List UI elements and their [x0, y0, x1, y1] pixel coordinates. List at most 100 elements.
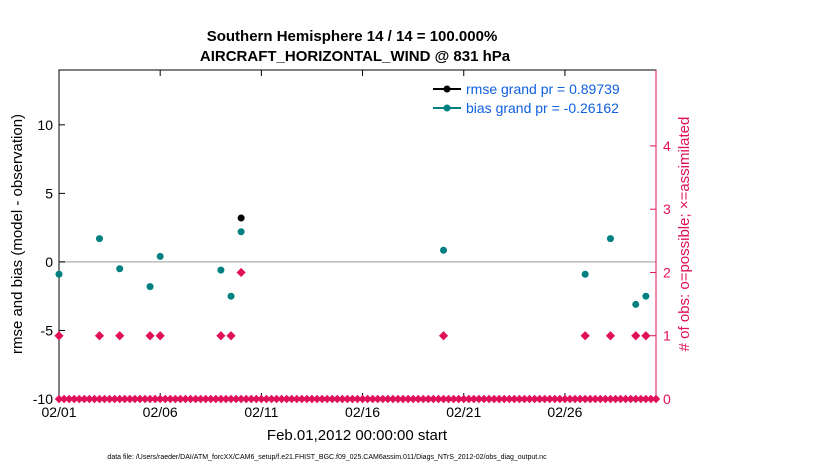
obs-count-zero-point — [145, 394, 155, 404]
obs-count-zero-point — [100, 394, 109, 404]
obs-count-zero-point — [59, 394, 69, 404]
obs-count-zero-point — [161, 394, 170, 404]
obs-count-zero-point — [580, 394, 590, 404]
obs-count-zero-point — [626, 394, 635, 404]
obs-count-zero-point — [520, 394, 529, 404]
obs-count-point — [580, 331, 590, 341]
bias-point — [440, 246, 448, 254]
obs-count-zero-point — [247, 394, 256, 404]
obs-count-zero-point — [500, 394, 509, 404]
obs-count-zero-point — [398, 394, 408, 404]
x-axis: 02/01 02/06 02/11 02/16 02/21 02/26 — [41, 70, 583, 420]
obs-count-zero-point — [262, 394, 271, 404]
obs-count-zero-point — [429, 394, 438, 404]
obs-count-zero-point — [550, 394, 560, 404]
bias-point — [116, 265, 124, 273]
obs-count-zero-point — [272, 394, 281, 404]
right-tick-label: 0 — [663, 391, 671, 407]
obs-count-point — [115, 331, 125, 341]
right-tick-label: 4 — [663, 138, 671, 154]
obs-count-zero-point — [201, 394, 210, 404]
chart-title-line2: AIRCRAFT_HORIZONTAL_WIND @ 831 hPa — [200, 48, 511, 65]
obs-count-zero-point — [464, 394, 474, 404]
obs-count-zero-point — [631, 394, 640, 404]
bias-point — [156, 252, 164, 260]
legend-bias-marker — [443, 104, 451, 112]
obs-count-zero-point — [130, 394, 140, 404]
obs-count-zero-point — [469, 394, 479, 404]
obs-count-zero-point — [646, 394, 656, 404]
obs-count-zero-point — [267, 394, 276, 404]
bias-point — [227, 292, 235, 300]
obs-count-zero-point — [110, 394, 119, 404]
obs-count-zero-point — [312, 394, 322, 404]
obs-count-zero-point — [641, 394, 651, 404]
obs-count-zero-point — [317, 394, 327, 404]
obs-count-zero-point — [363, 394, 372, 404]
obs-count-zero-point — [505, 394, 514, 404]
obs-count-zero-point — [408, 394, 418, 404]
obs-count-zero-point — [459, 394, 468, 404]
x-tick-label: 02/06 — [143, 404, 178, 420]
bias-point — [606, 235, 614, 243]
obs-count-zero-point — [236, 394, 246, 404]
x-tick-label: 02/16 — [345, 404, 380, 420]
data-file-footnote: data file: /Users/raeder/DAI/ATM_forcXX/… — [107, 454, 547, 461]
bias-point — [146, 283, 154, 291]
bias-point — [237, 228, 245, 236]
x-tick-label: 02/26 — [547, 404, 582, 420]
chart-title-line1: Southern Hemisphere 14 / 14 = 100.000% — [207, 28, 498, 45]
right-tick-label: 1 — [663, 328, 671, 344]
obs-count-zero-point — [525, 394, 534, 404]
obs-count-zero-point — [575, 394, 585, 404]
obs-count-zero-point — [510, 394, 519, 404]
obs-count-zero-point — [85, 394, 94, 404]
obs-count-zero-point — [125, 394, 135, 404]
obs-count-zero-point — [424, 394, 433, 404]
bias-point — [642, 292, 650, 300]
obs-count-zero-point — [328, 394, 337, 404]
obs-count-zero-point — [54, 394, 64, 404]
obs-count-point — [216, 331, 226, 341]
left-tick-label: 5 — [45, 185, 53, 201]
obs-count-zero-point — [621, 394, 630, 404]
obs-count-zero-point — [368, 394, 377, 404]
right-tick-label: 2 — [663, 264, 671, 280]
obs-count-zero-point — [211, 394, 221, 404]
bias-point — [581, 270, 589, 278]
obs-count-zero-point — [419, 394, 428, 404]
obs-count-zero-point — [120, 394, 129, 404]
obs-count-zero-point — [90, 394, 99, 404]
obs-count-zero-point — [277, 394, 286, 404]
obs-count-zero-point — [226, 394, 236, 404]
obs-count-zero-point — [596, 394, 605, 404]
obs-count-point — [631, 331, 641, 341]
obs-count-zero-point — [292, 394, 301, 404]
obs-count-zero-point — [515, 394, 524, 404]
left-tick-label: 0 — [45, 254, 53, 270]
obs-count-series — [54, 267, 651, 341]
legend-rmse-label: rmse grand pr = 0.89739 — [466, 81, 620, 97]
obs-count-zero-point — [186, 394, 195, 404]
obs-count-zero-point — [353, 394, 362, 404]
obs-count-zero-point — [570, 394, 580, 404]
obs-count-zero-point — [383, 394, 393, 404]
obs-count-point — [236, 267, 246, 278]
obs-count-zero-point — [586, 394, 595, 404]
obs-count-zero-point — [606, 394, 615, 404]
right-tick-label: 3 — [663, 201, 671, 217]
obs-count-zero-point — [540, 394, 549, 404]
obs-count-zero-point — [565, 394, 575, 404]
obs-count-zero-point — [181, 394, 190, 404]
obs-count-zero-point — [494, 394, 504, 404]
obs-count-zero-point — [454, 394, 463, 404]
plot-area — [58, 69, 657, 400]
obs-count-point — [155, 331, 165, 341]
obs-count-zero-point — [434, 394, 443, 404]
obs-count-zero-point — [297, 394, 307, 404]
obs-count-zero-point — [176, 394, 185, 404]
obs-count-zero-point — [439, 394, 448, 404]
left-y-axis: -10 -5 0 5 10 — [33, 117, 65, 407]
obs-count-point — [94, 331, 105, 341]
obs-count-zero-point — [591, 394, 600, 404]
